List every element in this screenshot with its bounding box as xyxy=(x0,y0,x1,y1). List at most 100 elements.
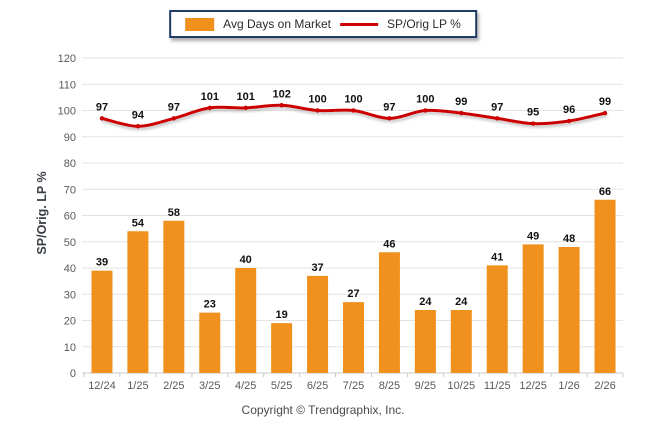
bar-value-label: 54 xyxy=(132,217,145,229)
x-tick-label: 8/25 xyxy=(379,380,400,392)
bar xyxy=(450,310,472,373)
x-tick-label: 11/25 xyxy=(484,380,511,392)
x-tick-label: 12/25 xyxy=(519,380,547,392)
bar xyxy=(414,310,436,373)
x-tick-label: 7/25 xyxy=(343,380,364,392)
y-tick-label: 40 xyxy=(64,263,76,275)
line-point xyxy=(530,121,536,126)
bar xyxy=(558,247,580,373)
bar-value-label: 39 xyxy=(96,257,108,269)
line-value-label: 100 xyxy=(416,94,434,106)
line-value-label: 97 xyxy=(168,101,180,113)
bar-value-label: 49 xyxy=(527,230,539,242)
y-tick-label: 110 xyxy=(58,79,76,91)
bar-value-label: 19 xyxy=(276,309,288,321)
x-tick-label: 4/25 xyxy=(235,380,256,392)
bar xyxy=(486,265,508,373)
line-point xyxy=(351,108,356,113)
y-axis-tick-labels: 0 10 20 30 40 50 60 70 80 90 100 110 120 xyxy=(58,53,76,380)
line-value-label: 97 xyxy=(96,101,108,113)
y-tick-label: 20 xyxy=(64,316,76,328)
bar xyxy=(235,268,257,373)
line-value-label: 101 xyxy=(201,91,219,103)
y-tick-label: 60 xyxy=(64,211,76,223)
x-tick-label: 1/25 xyxy=(127,380,148,392)
line-value-label: 100 xyxy=(344,94,362,106)
bar xyxy=(163,220,185,373)
y-tick-label: 120 xyxy=(58,53,76,65)
bar-value-label: 58 xyxy=(168,207,180,219)
line-point xyxy=(207,105,212,111)
x-tick-label: 10/25 xyxy=(448,380,476,392)
bar-value-label: 66 xyxy=(599,186,611,198)
y-tick-label: 30 xyxy=(64,289,76,301)
bar xyxy=(271,323,293,373)
bar-value-label: 48 xyxy=(563,233,575,245)
line-value-label: 97 xyxy=(383,101,395,113)
y-tick-label: 80 xyxy=(64,158,76,170)
bar xyxy=(522,244,544,373)
x-tick-label: 5/25 xyxy=(271,380,292,392)
line-value-label: 97 xyxy=(491,101,503,113)
bar-value-label: 24 xyxy=(455,296,468,308)
line-value-label: 99 xyxy=(455,96,467,108)
bar-value-label: 24 xyxy=(419,296,432,308)
line-value-label: 101 xyxy=(237,91,255,103)
line-value-label: 96 xyxy=(563,104,575,116)
line-series xyxy=(99,103,608,129)
bar xyxy=(594,199,616,373)
x-axis-tick-labels: 12/24 1/25 2/25 3/25 4/25 5/25 6/25 7/25 8/25 9/2… xyxy=(83,373,624,392)
bar xyxy=(199,312,221,373)
bar xyxy=(307,275,329,373)
line-point xyxy=(243,105,248,111)
line-value-label: 102 xyxy=(272,88,290,100)
line-point xyxy=(171,116,177,121)
x-tick-label: 12/24 xyxy=(88,380,116,392)
y-tick-label: 50 xyxy=(64,237,76,249)
line-point xyxy=(566,118,572,124)
line-series-swatch-icon xyxy=(340,22,379,26)
bar-value-label: 41 xyxy=(491,251,503,263)
bar-series xyxy=(91,199,616,373)
bar-value-label: 37 xyxy=(311,262,323,274)
x-tick-label: 1/26 xyxy=(558,380,579,392)
bar-value-label: 27 xyxy=(347,288,359,300)
bar xyxy=(343,302,364,373)
y-tick-label: 90 xyxy=(64,132,76,144)
legend-bar-label: Avg Days on Market xyxy=(223,17,332,31)
bar-series-swatch-icon xyxy=(185,17,215,31)
bar xyxy=(91,270,113,373)
line-point xyxy=(387,116,392,121)
bar-value-label: 40 xyxy=(240,254,252,266)
line-point xyxy=(495,116,500,121)
line-value-label: 99 xyxy=(599,96,611,108)
line-point xyxy=(315,108,320,113)
x-tick-label: 6/25 xyxy=(307,380,328,392)
y-tick-label: 100 xyxy=(58,106,76,118)
y-tick-label: 10 xyxy=(64,342,76,354)
line-value-label: 94 xyxy=(132,109,145,121)
chart-legend: Avg Days on Market SP/Orig LP % xyxy=(169,10,477,38)
bar xyxy=(127,231,149,373)
line-point xyxy=(135,124,141,129)
line-point xyxy=(279,103,284,108)
line-value-label: 95 xyxy=(527,107,539,119)
line-point xyxy=(99,116,105,121)
value-labels: 39 54 58 23 40 19 37 27 46 24 24 41 49 48 66 97 94 97 101 1… xyxy=(96,88,611,321)
bar-value-label: 23 xyxy=(204,299,216,311)
line-point xyxy=(459,110,464,116)
copyright-text: Copyright © Trendgraphix, Inc. xyxy=(241,403,405,417)
bar xyxy=(378,252,400,373)
y-tick-label: 70 xyxy=(64,184,76,196)
x-tick-label: 9/25 xyxy=(415,380,436,392)
x-tick-label: 3/25 xyxy=(199,380,220,392)
line-value-label: 100 xyxy=(308,94,326,106)
bar-value-label: 46 xyxy=(383,238,395,250)
legend-line-label: SP/Orig LP % xyxy=(387,17,461,31)
line-point xyxy=(423,108,428,113)
line-point xyxy=(602,110,608,116)
x-tick-label: 2/26 xyxy=(594,380,615,392)
y-tick-label: 0 xyxy=(70,368,76,380)
